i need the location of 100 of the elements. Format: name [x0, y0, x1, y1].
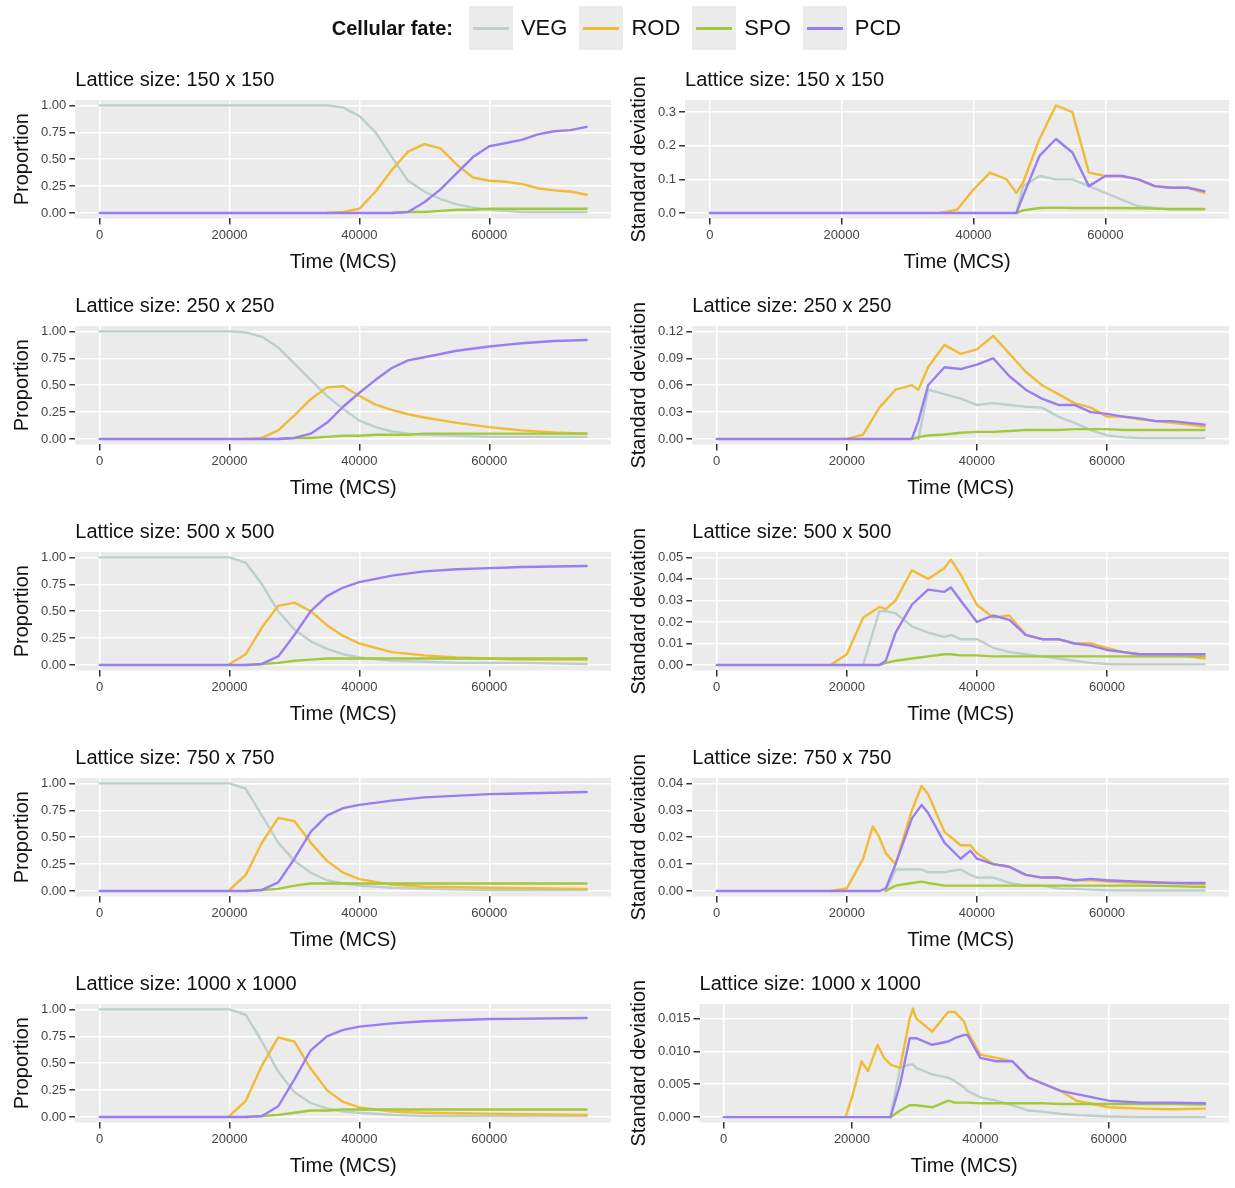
y-tick-label: 1.00 [40, 774, 67, 790]
x-axis-title: Time (MCS) [907, 701, 1015, 724]
y-tick-label: 0.02 [657, 613, 684, 629]
y-tick-label: 0.00 [40, 882, 67, 898]
x-axis-title: Time (MCS) [910, 1153, 1018, 1176]
y-tick-label: 0.75 [40, 123, 67, 139]
x-tick-label: 40000 [958, 904, 995, 920]
x-tick-label: 60000 [471, 226, 508, 242]
y-tick-label: 0.0 [657, 204, 677, 220]
y-tick-label: 0.03 [657, 592, 684, 608]
x-tick-label: 20000 [828, 904, 865, 920]
x-tick-label: 60000 [1090, 1130, 1127, 1146]
x-axis-title: Time (MCS) [289, 927, 397, 950]
x-tick-label: 0 [96, 452, 104, 468]
x-tick-label: 40000 [962, 1130, 999, 1146]
x-tick-label: 0 [96, 678, 104, 694]
y-tick-label: 0.00 [657, 656, 684, 672]
legend-title: Cellular fate: [331, 16, 453, 40]
chart-title: Lattice size: 500 x 500 [75, 520, 275, 542]
y-axis-title: Standard deviation [626, 75, 649, 243]
x-axis-title: Time (MCS) [903, 249, 1011, 272]
y-tick-label: 0.00 [40, 1108, 67, 1124]
x-tick-label: 60000 [471, 1130, 508, 1146]
chart-title: Lattice size: 750 x 750 [692, 746, 892, 768]
y-tick-label: 0.005 [657, 1075, 691, 1091]
x-axis-title: Time (MCS) [289, 475, 397, 498]
y-tick-label: 1.00 [40, 96, 67, 112]
y-axis-title: Proportion [9, 113, 32, 206]
x-tick-label: 0 [713, 678, 721, 694]
y-axis-title: Standard deviation [626, 527, 649, 695]
y-tick-label: 0.02 [657, 828, 684, 844]
x-tick-label: 20000 [211, 678, 248, 694]
y-tick-label: 0.01 [657, 635, 684, 651]
y-tick-label: 0.00 [657, 882, 684, 898]
x-tick-label: 20000 [833, 1130, 871, 1146]
y-tick-label: 0.75 [40, 575, 67, 591]
x-tick-label: 0 [713, 452, 721, 468]
legend-label: VEG [520, 15, 568, 41]
y-tick-label: 0.015 [657, 1010, 691, 1026]
x-tick-label: 20000 [211, 904, 248, 920]
y-tick-label: 0.2 [657, 137, 677, 153]
y-tick-label: 0.1 [657, 170, 677, 186]
x-tick-label: 20000 [211, 226, 248, 242]
x-tick-label: 60000 [1088, 678, 1126, 694]
y-tick-label: 0.50 [40, 828, 67, 844]
x-tick-label: 40000 [341, 1130, 378, 1146]
y-tick-label: 0.50 [40, 150, 67, 166]
y-tick-label: 0.25 [40, 629, 67, 645]
y-tick-label: 0.000 [657, 1108, 691, 1124]
y-tick-label: 0.50 [40, 1054, 67, 1070]
x-tick-label: 0 [719, 1130, 728, 1146]
chart-title: Lattice size: 750 x 750 [75, 746, 275, 768]
x-axis-title: Time (MCS) [289, 249, 397, 272]
y-axis-title: Standard deviation [626, 979, 649, 1147]
y-axis-title: Standard deviation [626, 301, 649, 469]
legend-label: SPO [744, 15, 791, 41]
x-axis-title: Time (MCS) [289, 701, 397, 724]
y-tick-label: 0.010 [657, 1042, 691, 1058]
x-axis-title: Time (MCS) [907, 927, 1015, 950]
y-axis-title: Proportion [9, 339, 32, 432]
x-tick-label: 20000 [828, 678, 865, 694]
y-tick-label: 1.00 [40, 322, 67, 338]
x-tick-label: 0 [713, 904, 721, 920]
y-tick-label: 0.50 [40, 602, 67, 618]
x-tick-label: 40000 [341, 904, 378, 920]
legend-label: ROD [631, 15, 681, 41]
y-tick-label: 0.3 [657, 103, 677, 119]
y-tick-label: 0.50 [40, 376, 67, 392]
x-tick-label: 20000 [211, 1130, 248, 1146]
y-tick-label: 0.75 [40, 1027, 67, 1043]
y-tick-label: 0.25 [40, 1081, 67, 1097]
y-tick-label: 0.05 [657, 548, 684, 564]
x-tick-label: 60000 [471, 452, 508, 468]
x-tick-label: 40000 [958, 452, 995, 468]
y-tick-label: 0.04 [657, 774, 684, 790]
y-tick-label: 0.25 [40, 177, 67, 193]
y-tick-label: 0.01 [657, 855, 684, 871]
chart-title: Lattice size: 150 x 150 [685, 68, 885, 90]
x-axis-title: Time (MCS) [907, 475, 1015, 498]
chart-title: Lattice size: 1000 x 1000 [75, 972, 297, 994]
x-tick-label: 60000 [471, 678, 508, 694]
chart-title: Lattice size: 250 x 250 [692, 294, 892, 316]
y-tick-label: 0.09 [657, 349, 684, 365]
y-axis-title: Proportion [9, 1017, 32, 1110]
x-tick-label: 0 [96, 1130, 104, 1146]
y-tick-label: 0.06 [657, 376, 684, 392]
x-tick-label: 60000 [1088, 904, 1126, 920]
x-tick-label: 20000 [211, 452, 248, 468]
y-tick-label: 0.04 [657, 570, 684, 586]
x-tick-label: 60000 [1088, 452, 1126, 468]
legend-label: PCD [854, 15, 902, 41]
x-tick-label: 40000 [958, 678, 995, 694]
x-tick-label: 60000 [1087, 226, 1124, 242]
y-axis-title: Standard deviation [626, 753, 649, 921]
chart-title: Lattice size: 1000 x 1000 [699, 972, 921, 994]
y-tick-label: 0.00 [40, 656, 67, 672]
y-tick-label: 0.03 [657, 403, 684, 419]
y-tick-label: 0.12 [657, 322, 684, 338]
chart-title: Lattice size: 150 x 150 [75, 68, 275, 90]
y-tick-label: 1.00 [40, 1000, 67, 1016]
